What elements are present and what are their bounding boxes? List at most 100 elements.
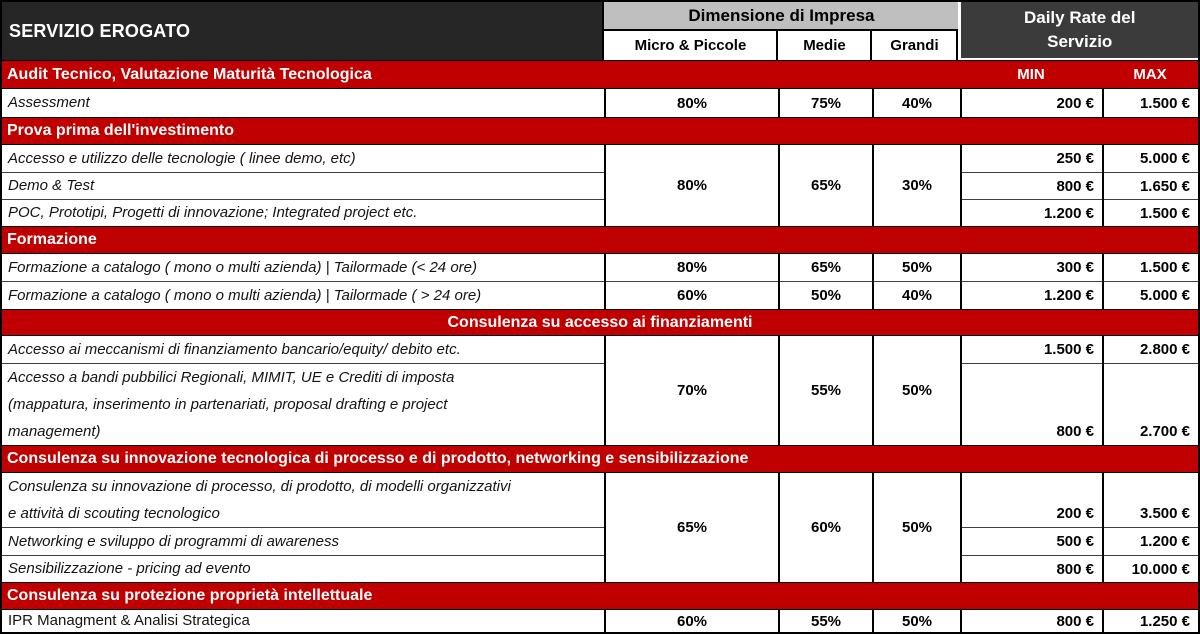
rate-max-cell: 1.650 € [1104, 172, 1198, 199]
pct-cell-medie: 55% [780, 336, 872, 445]
service-line: e attività di scouting tecnologico [8, 505, 220, 522]
pct-cell-micro: 80% [606, 145, 778, 226]
dimensione-impresa-group: Dimensione di Impresa Micro & Piccole Me… [602, 2, 959, 60]
rate-column-min: 250 €800 €1.200 € [960, 145, 1102, 226]
service-label: Assessment [8, 94, 90, 111]
service-column: Accesso ai meccanismi di finanziamento b… [2, 336, 604, 445]
section-title: Formazione [7, 231, 97, 248]
pct-cell-micro: 60% [606, 610, 778, 632]
service-label: Demo & Test [8, 177, 95, 194]
service-label: Sensibilizzazione - pricing ad evento [8, 560, 251, 577]
pct-cell-grandi: 50% [874, 254, 960, 281]
pct-cell-micro: 80% [606, 89, 778, 117]
service-line: Accesso a bandi pubbilici Regionali, MIM… [8, 369, 455, 386]
service-column: IPR Managment & Analisi Strategica [2, 610, 604, 632]
rate-min-cell: 800 € [962, 363, 1102, 445]
pct-column-grandi: 40% [872, 89, 960, 117]
pct-cell-grandi: 50% [874, 473, 960, 582]
rate-min-cell: 200 € [962, 89, 1102, 117]
rate-max-cell: 10.000 € [1104, 555, 1198, 582]
rate-max-cell: 1.500 € [1104, 199, 1198, 226]
section-body: Consulenza su innovazione di processo, d… [2, 473, 1198, 582]
rate-min-cell: 1.200 € [962, 281, 1102, 309]
service-label: POC, Prototipi, Progetti di innovazione;… [8, 204, 418, 221]
service-label: Formazione a catalogo ( mono o multi azi… [8, 286, 482, 304]
rate-min-cell: 500 € [962, 527, 1102, 555]
pct-cell-medie: 75% [780, 89, 872, 117]
rate-max-cell: 5.000 € [1104, 145, 1198, 172]
pct-column-micro: 60% [604, 610, 778, 632]
pct-cell-grandi: 40% [874, 281, 960, 309]
rate-min-cell: 800 € [962, 555, 1102, 582]
pct-column-grandi: 50% [872, 336, 960, 445]
pct-column-medie: 65% [778, 145, 872, 226]
size-col-micro-piccole: Micro & Piccole [602, 31, 777, 60]
rate-max-cell: 1.250 € [1104, 610, 1198, 632]
rate-max-cell: 2.700 € [1104, 363, 1198, 445]
daily-rate-header: Daily Rate del Servizio [958, 2, 1198, 60]
service-label: Accesso ai meccanismi di finanziamento b… [8, 340, 461, 358]
pct-cell-micro: 80% [606, 254, 778, 281]
pct-column-micro: 80% [604, 145, 778, 226]
service-cell: IPR Managment & Analisi Strategica [2, 610, 604, 632]
size-col-grandi: Grandi [870, 31, 959, 60]
rate-min-cell: 300 € [962, 254, 1102, 281]
service-cell: Formazione a catalogo ( mono o multi azi… [2, 281, 604, 309]
service-cell: Assessment [2, 89, 604, 117]
service-cell: Accesso ai meccanismi di finanziamento b… [2, 336, 604, 363]
rate-min-cell: 200 € [962, 473, 1102, 527]
service-cell: POC, Prototipi, Progetti di innovazione;… [2, 199, 604, 226]
service-cell: Consulenza su innovazione di processo, d… [2, 473, 604, 527]
rate-column-max: 1.500 € [1102, 89, 1198, 117]
pct-column-micro: 80% [604, 89, 778, 117]
service-label: Accesso e utilizzo delle tecnologie ( li… [8, 149, 356, 167]
section-body: Assessment 80% 75% 40% 200 €1.500 € [2, 89, 1198, 117]
pct-cell-micro: 65% [606, 473, 778, 582]
service-cell: Formazione a catalogo ( mono o multi azi… [2, 254, 604, 281]
rate-column-max: 2.800 €2.700 € [1102, 336, 1198, 445]
table-sections: Audit Tecnico, Valutazione Maturità Tecn… [2, 60, 1198, 632]
size-col-medie: Medie [776, 31, 871, 60]
section-body: IPR Managment & Analisi Strategica 60% 55%… [2, 610, 1198, 632]
service-column: Assessment [2, 89, 604, 117]
pct-cell-medie: 65% [780, 145, 872, 226]
rate-column-max: 3.500 €1.200 €10.000 € [1102, 473, 1198, 582]
section-bar: Consulenza su innovazione tecnologica di… [2, 445, 1198, 473]
pct-cell-medie: 50% [780, 281, 872, 309]
section-title: Consulenza su accesso ai finanziamenti [447, 313, 753, 331]
section-bar: Formazione [2, 226, 1198, 254]
rate-max-cell: 2.800 € [1104, 336, 1198, 363]
section-title: Consulenza su innovazione tecnologica di… [7, 450, 749, 467]
service-column: Formazione a catalogo ( mono o multi azi… [2, 254, 604, 309]
section-body: Formazione a catalogo ( mono o multi azi… [2, 254, 1198, 309]
pct-cell-grandi: 50% [874, 336, 960, 445]
pct-cell-micro: 70% [606, 336, 778, 445]
service-line: (mappatura, inserimento in partenariati,… [8, 396, 448, 413]
rate-column-min: 1.500 €800 € [960, 336, 1102, 445]
dimensione-impresa-header: Dimensione di Impresa [602, 2, 959, 31]
rate-column-min: 300 €1.200 € [960, 254, 1102, 309]
rate-max-cell: 5.000 € [1104, 281, 1198, 309]
service-label: IPR Managment & Analisi Strategica [8, 612, 250, 629]
section-title: Consulenza su protezione proprietà intel… [7, 587, 373, 604]
section-bar: Consulenza su accesso ai finanziamenti [2, 309, 1198, 336]
service-line: management) [8, 423, 101, 440]
service-column: Consulenza su innovazione di processo, d… [2, 473, 604, 582]
section-body: Accesso ai meccanismi di finanziamento b… [2, 336, 1198, 445]
servizio-erogato-header: SERVIZIO EROGATO [2, 2, 603, 60]
pct-column-medie: 55% [778, 336, 872, 445]
service-cell: Sensibilizzazione - pricing ad evento [2, 555, 604, 582]
section-bar: Audit Tecnico, Valutazione Maturità Tecn… [2, 60, 1198, 89]
pct-column-grandi: 50% 40% [872, 254, 960, 309]
rate-min-cell: 250 € [962, 145, 1102, 172]
rate-min-cell: 800 € [962, 172, 1102, 199]
rate-max-cell: 1.200 € [1104, 527, 1198, 555]
pct-column-medie: 55% [778, 610, 872, 632]
rate-column-min: 800 € [960, 610, 1102, 632]
size-columns-row: Micro & Piccole Medie Grandi [602, 31, 959, 60]
pct-column-medie: 60% [778, 473, 872, 582]
rate-min-cell: 800 € [962, 610, 1102, 632]
service-cell: Demo & Test [2, 172, 604, 199]
service-cell: Networking e sviluppo di programmi di aw… [2, 527, 604, 555]
pct-cell-medie: 60% [780, 473, 872, 582]
